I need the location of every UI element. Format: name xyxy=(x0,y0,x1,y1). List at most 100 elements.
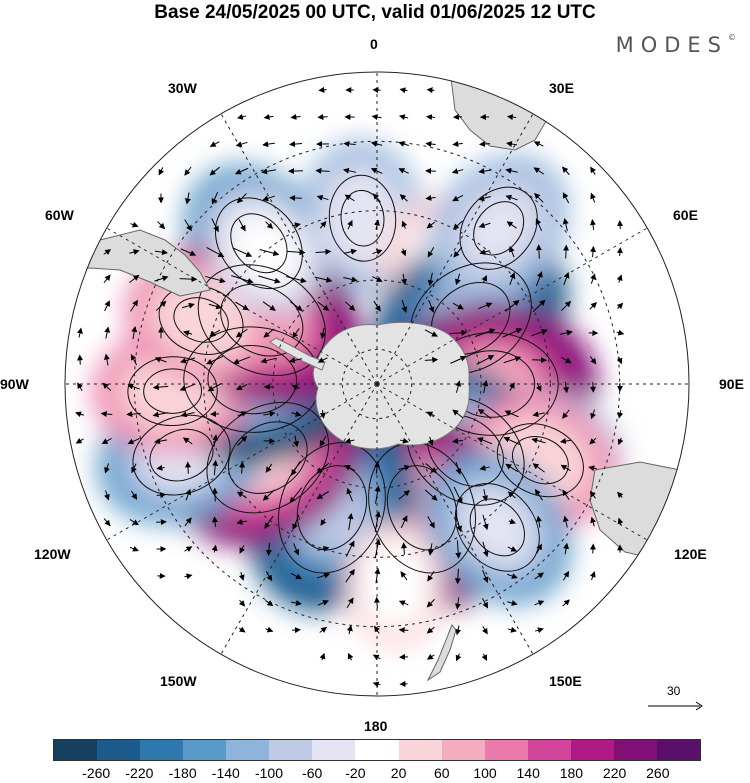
wind-arrow xyxy=(399,194,408,202)
wind-arrow xyxy=(129,545,139,552)
wind-arrow xyxy=(319,626,328,633)
wind-arrow xyxy=(590,273,596,284)
wind-arrow xyxy=(482,569,489,584)
wind-arrow xyxy=(562,515,569,528)
colorbar-tick-label: -260 xyxy=(82,765,111,781)
brand-logo: MODES© xyxy=(616,33,736,57)
wind-arrow xyxy=(426,221,435,229)
wind-arrow xyxy=(400,571,408,581)
wind-arrow xyxy=(506,221,517,229)
contour-line xyxy=(512,436,569,485)
wind-arrow xyxy=(452,113,463,120)
wind-arrow xyxy=(156,492,167,499)
wind-arrow xyxy=(399,437,409,444)
wind-arrow xyxy=(258,275,281,284)
wind-arrow xyxy=(211,544,218,553)
latitude-circle xyxy=(341,348,413,420)
wind-arrow xyxy=(292,514,300,531)
wind-arrow xyxy=(288,357,303,364)
wind-arrow xyxy=(534,192,544,203)
wind-arrow xyxy=(560,356,572,364)
wind-arrow xyxy=(290,600,302,606)
wind-arrow xyxy=(155,300,167,311)
wind-arrow xyxy=(211,487,218,502)
wind-arrow xyxy=(535,218,543,232)
wind-arrow xyxy=(617,220,624,229)
wind-arrow xyxy=(533,167,544,175)
wind-arrow xyxy=(535,244,542,259)
wind-arrow xyxy=(589,302,597,310)
wind-arrow xyxy=(374,511,381,533)
wind-arrow xyxy=(427,543,434,556)
wind-arrow xyxy=(562,409,570,419)
wind-arrow xyxy=(211,192,219,205)
wind-arrow xyxy=(237,435,248,446)
wind-arrow xyxy=(234,167,249,175)
wind-arrow xyxy=(184,546,193,552)
map-title: Base 24/05/2025 00 UTC, valid 01/06/2025… xyxy=(154,2,596,23)
wind-arrow xyxy=(562,599,570,607)
wind-arrow xyxy=(562,570,570,581)
wind-arrow xyxy=(373,300,381,312)
wind-arrow xyxy=(131,325,138,340)
wind-arrow xyxy=(535,271,543,287)
wind-arrow xyxy=(424,356,439,363)
wind-arrow xyxy=(344,194,355,202)
colorbar-swatch xyxy=(140,740,184,760)
wind-arrow xyxy=(401,220,408,229)
wind-arrow xyxy=(590,245,597,258)
wind-arrow xyxy=(289,194,302,201)
wind-arrow xyxy=(129,274,140,283)
wind-arrow xyxy=(235,141,248,148)
wind-arrow xyxy=(232,356,251,365)
wind-arrow xyxy=(478,195,491,202)
wind-arrow xyxy=(104,326,111,339)
wind-arrow xyxy=(532,357,547,364)
label-lon-150w: 150W xyxy=(160,673,197,689)
label-lon-120e: 120E xyxy=(674,546,707,562)
wind-arrow xyxy=(478,222,491,229)
copyright-mark: © xyxy=(728,33,736,42)
wind-arrow xyxy=(319,410,326,419)
wind-arrow xyxy=(231,275,254,284)
wind-arrow xyxy=(532,411,545,418)
wind-arrow xyxy=(531,437,546,444)
wind-arrow xyxy=(347,513,354,531)
wind-arrow xyxy=(262,195,275,202)
wind-arrow xyxy=(616,329,625,336)
wind-arrow xyxy=(238,571,245,581)
wind-arrow xyxy=(152,384,169,391)
wind-arrow xyxy=(126,411,141,418)
wind-arrow xyxy=(374,485,381,504)
wind-arrow xyxy=(455,653,462,662)
wind-arrow xyxy=(342,167,357,174)
colorbar-swatch xyxy=(613,740,657,760)
wind-arrow xyxy=(589,571,596,581)
wind-arrow xyxy=(482,489,489,502)
label-lon-30e: 30E xyxy=(549,80,574,96)
wind-arrow xyxy=(372,87,381,94)
wind-arrow xyxy=(454,273,461,286)
wind-arrow xyxy=(208,303,223,310)
reference-vector: 30 xyxy=(640,684,710,714)
wind-arrow xyxy=(152,411,169,418)
wind-arrow xyxy=(453,246,463,258)
wind-arrow xyxy=(503,436,520,445)
wind-arrow xyxy=(76,327,83,338)
wind-arrow xyxy=(181,302,195,309)
wind-arrow xyxy=(590,516,597,527)
wind-arrow xyxy=(559,438,572,444)
wind-arrow xyxy=(292,627,301,634)
wind-arrow xyxy=(532,463,545,473)
wind-arrow xyxy=(236,491,247,499)
wind-arrow xyxy=(289,487,303,504)
colorbar-swatch xyxy=(570,740,614,760)
contour-line xyxy=(220,283,304,357)
wind-arrow xyxy=(232,247,253,257)
wind-arrow xyxy=(317,545,330,552)
wind-arrow xyxy=(103,249,112,256)
wind-arrow xyxy=(156,519,167,526)
wind-arrow xyxy=(426,598,435,608)
wind-arrow xyxy=(535,515,542,528)
wind-arrow xyxy=(293,543,300,556)
